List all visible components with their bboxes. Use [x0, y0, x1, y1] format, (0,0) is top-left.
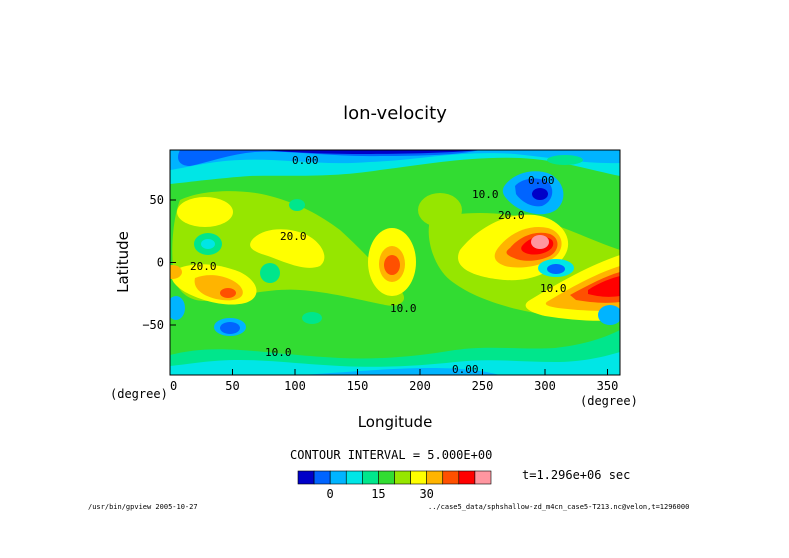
x-tick-label: 300	[534, 379, 556, 393]
fill-top-lightblue	[170, 150, 620, 170]
colorbar-swatch	[378, 470, 395, 485]
fill-yellow-1	[177, 197, 233, 227]
fill-teal-2	[260, 263, 280, 283]
fill-red-2	[588, 276, 620, 297]
x-unit-label: (degree)	[580, 394, 638, 408]
y-tick-label: −50	[142, 318, 164, 332]
fill-yellow-2	[250, 229, 325, 268]
footer-left: /usr/bin/gpview 2005-10-27	[88, 503, 198, 511]
colorbar-tick-label: 15	[371, 487, 385, 501]
fill-low-se	[598, 305, 620, 325]
colorbar-swatch	[362, 470, 379, 485]
footer-right: ../case5_data/sphshallow-zd_m4cn_case5-T…	[428, 503, 689, 511]
fill-top-darkblue	[260, 150, 480, 154]
contour-label: 10.0	[265, 346, 292, 359]
contour-label: 20.0	[280, 230, 307, 243]
colorbar-swatch	[410, 470, 427, 485]
contour-interval-label: CONTOUR INTERVAL = 5.000E+00	[290, 448, 492, 462]
fill-top-blue	[178, 150, 480, 166]
y-tick-label: 0	[157, 256, 164, 270]
contour-label: 10.0	[540, 282, 567, 295]
contour-label: 0.00	[528, 174, 555, 187]
contour-label: 0.00	[452, 363, 479, 376]
colorbar-swatch	[313, 470, 331, 485]
x-tick-label: 150	[347, 379, 369, 393]
x-tick-label: 250	[472, 379, 494, 393]
colorbar-swatch	[442, 470, 460, 485]
fill-bottom-lightblue	[300, 368, 500, 375]
fill-low-sw-2	[220, 322, 240, 334]
contour-label: 20.0	[190, 260, 217, 273]
fill-top-east-teal	[547, 155, 583, 165]
colorbar-tick-label: 30	[419, 487, 433, 501]
y-tick-label: 50	[150, 193, 164, 207]
contour-label: 10.0	[472, 188, 499, 201]
colorbar-swatch	[329, 470, 347, 485]
fill-teal-4	[302, 312, 322, 324]
fill-redorange-4	[220, 288, 236, 298]
colorbar-swatch	[474, 470, 492, 485]
x-tick-label: 0	[170, 379, 177, 393]
colorbar-swatch	[345, 470, 363, 485]
colorbar-swatch	[297, 470, 315, 485]
fill-pink	[531, 235, 549, 249]
contour-label: 10.0	[390, 302, 417, 315]
fill-bottom-cyan	[170, 352, 620, 375]
y-unit-label: (degree)	[110, 387, 168, 401]
fill-orange-5	[170, 265, 182, 279]
chart-title: lon-velocity	[343, 103, 447, 124]
x-axis: 0 50 100 150 200 250 300 350	[169, 369, 619, 393]
time-label: t=1.296e+06 sec	[522, 468, 630, 482]
contour-label: 0.00	[292, 154, 319, 167]
fill-redorange-1	[384, 255, 400, 275]
x-tick-label: 350	[597, 379, 619, 393]
colorbar: 0 15 30	[297, 470, 492, 501]
x-axis-title: Longitude	[358, 413, 433, 431]
colorbar-swatch	[426, 470, 444, 485]
contour-fills	[170, 150, 620, 375]
colorbar-swatch	[458, 470, 476, 485]
fill-low-ne-3	[532, 188, 548, 200]
fill-lightgreen-blob	[418, 193, 462, 227]
fill-low-e-2	[547, 264, 565, 274]
fill-teal-3	[289, 199, 305, 211]
contour-label: 20.0	[498, 209, 525, 222]
x-tick-label: 100	[284, 379, 306, 393]
y-axis: 50 0 −50	[142, 193, 176, 332]
y-axis-title: Latitude	[114, 231, 132, 293]
colorbar-swatch	[394, 470, 411, 485]
colorbar-tick-label: 0	[327, 487, 334, 501]
x-tick-label: 200	[409, 379, 431, 393]
x-tick-label: 50	[225, 379, 239, 393]
fill-cyan-1	[201, 239, 215, 249]
fill-low-w	[170, 296, 185, 320]
